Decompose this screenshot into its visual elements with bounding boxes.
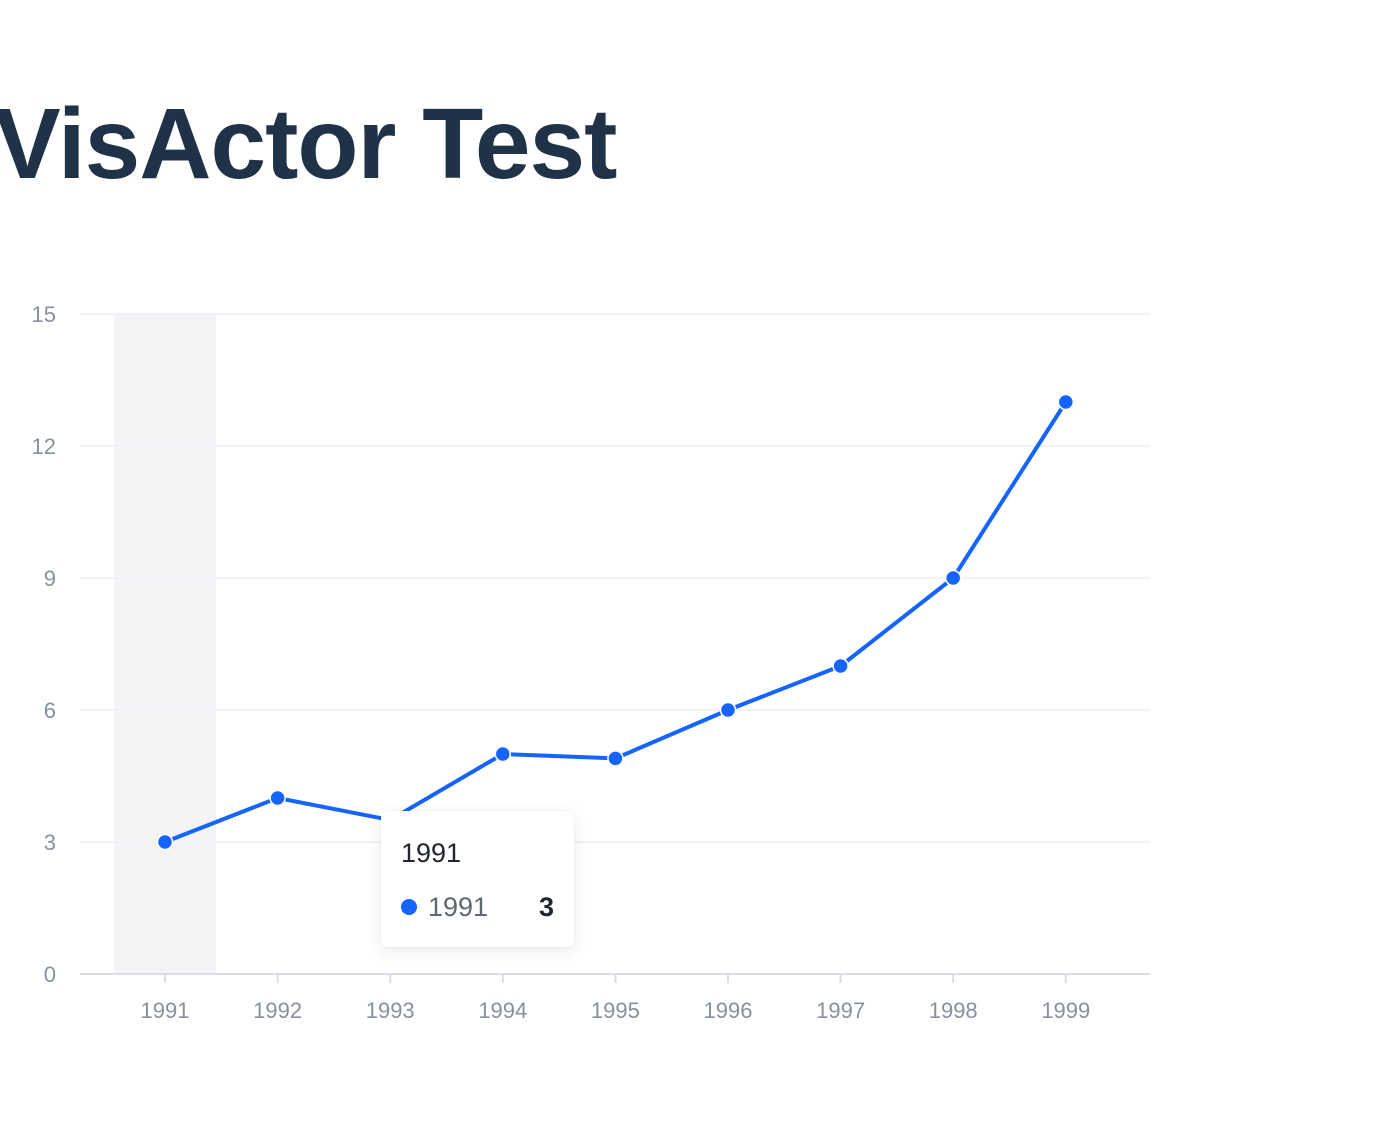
x-tick-label: 1996 bbox=[704, 998, 753, 1023]
data-point[interactable] bbox=[832, 657, 849, 675]
x-tick-label: 1991 bbox=[141, 998, 190, 1023]
tooltip-title: 1991 bbox=[401, 838, 462, 868]
tooltip-key: 1991 bbox=[428, 892, 489, 922]
y-tick-label: 3 bbox=[44, 830, 56, 855]
y-tick-label: 15 bbox=[32, 302, 56, 327]
x-tick-label: 1997 bbox=[816, 998, 865, 1023]
data-point[interactable] bbox=[944, 569, 962, 587]
tooltip-value: 3 bbox=[538, 892, 554, 922]
y-gridlines bbox=[80, 313, 1150, 843]
x-tick-label: 1994 bbox=[478, 998, 527, 1023]
crosshair-band bbox=[114, 314, 216, 974]
x-tick-label: 1999 bbox=[1041, 998, 1090, 1023]
data-point[interactable] bbox=[269, 789, 286, 807]
y-tick-label: 12 bbox=[32, 434, 56, 459]
x-axis bbox=[80, 973, 1150, 983]
series-line bbox=[163, 400, 1068, 844]
data-point[interactable] bbox=[156, 833, 174, 851]
y-axis-tick-labels: 0 3 6 9 12 15 bbox=[32, 302, 56, 987]
data-point[interactable] bbox=[1057, 393, 1075, 411]
y-tick-label: 6 bbox=[44, 698, 56, 723]
data-point[interactable] bbox=[607, 750, 624, 767]
x-tick-label: 1993 bbox=[366, 998, 415, 1023]
y-tick-label: 9 bbox=[44, 566, 56, 591]
x-tick-label: 1998 bbox=[929, 998, 978, 1023]
x-tick-label: 1992 bbox=[253, 998, 302, 1023]
x-axis-tick-labels: 1991 1992 1993 1994 1995 1996 1997 1998 1999 bbox=[141, 998, 1091, 1023]
data-point[interactable] bbox=[719, 701, 737, 719]
data-point[interactable] bbox=[494, 745, 512, 763]
tooltip: 1991 1991 3 bbox=[381, 811, 574, 947]
x-tick-label: 1995 bbox=[591, 998, 640, 1023]
page-title: VisActor Test bbox=[0, 88, 617, 200]
series-points[interactable] bbox=[156, 393, 1075, 851]
y-tick-label: 0 bbox=[44, 962, 56, 987]
line-series bbox=[163, 400, 1068, 844]
tooltip-row: 1991 3 bbox=[401, 891, 554, 923]
tooltip-marker-icon bbox=[401, 899, 417, 915]
crosshair-band-rect bbox=[114, 314, 216, 974]
